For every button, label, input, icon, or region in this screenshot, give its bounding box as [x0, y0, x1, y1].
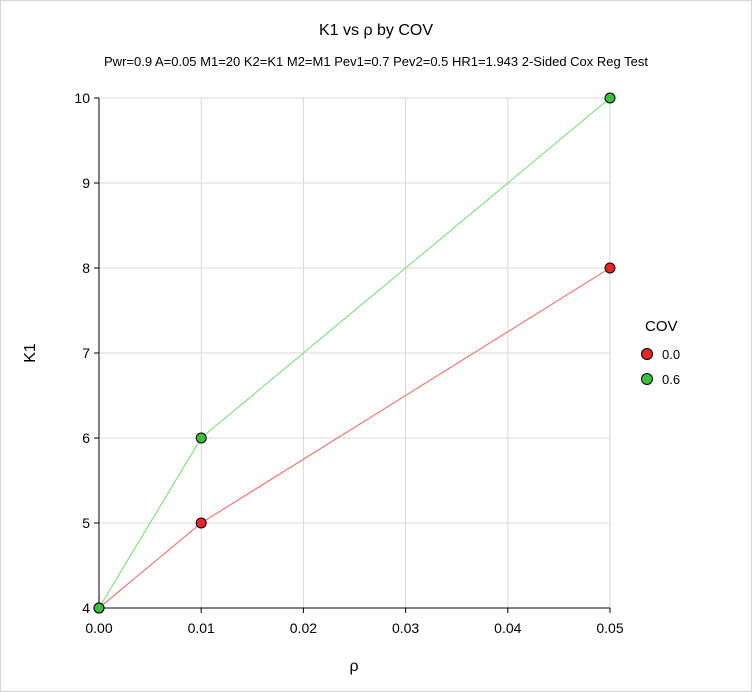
y-tick-label: 5 [82, 515, 90, 531]
legend-title: COV [645, 318, 678, 335]
data-point-0.0 [195, 517, 207, 529]
x-tick-label: 0.00 [85, 620, 112, 636]
y-tick-label: 6 [82, 430, 90, 446]
legend-marker-1 [641, 373, 653, 385]
y-tick-label: 7 [82, 345, 90, 361]
x-tick-label: 0.04 [494, 620, 521, 636]
data-point-0.0 [604, 262, 616, 274]
x-tick-label: 0.02 [290, 620, 317, 636]
y-tick-label: 8 [82, 260, 90, 276]
data-point-0.6 [93, 602, 105, 614]
y-tick-label: 9 [82, 175, 90, 191]
legend-item-1: 0.6 [641, 371, 680, 387]
y-tick-label: 4 [82, 600, 90, 616]
legend-marker-0 [641, 348, 653, 360]
x-tick-label: 0.03 [392, 620, 419, 636]
y-tick-label: 10 [74, 90, 90, 106]
x-tick-label: 0.01 [188, 620, 215, 636]
data-point-0.6 [195, 432, 207, 444]
legend-label-1: 0.6 [662, 371, 681, 387]
legend-item-0: 0.0 [641, 346, 680, 362]
data-point-0.6 [604, 92, 616, 104]
x-tick-label: 0.05 [596, 620, 623, 636]
legend-label-0: 0.0 [662, 346, 681, 362]
x-axis-label: ρ [349, 658, 359, 675]
chart-subtitle: Pwr=0.9 A=0.05 M1=20 K2=K1 M2=M1 Pev1=0.… [104, 54, 648, 69]
chart-title: K1 vs ρ by COV [318, 22, 434, 39]
